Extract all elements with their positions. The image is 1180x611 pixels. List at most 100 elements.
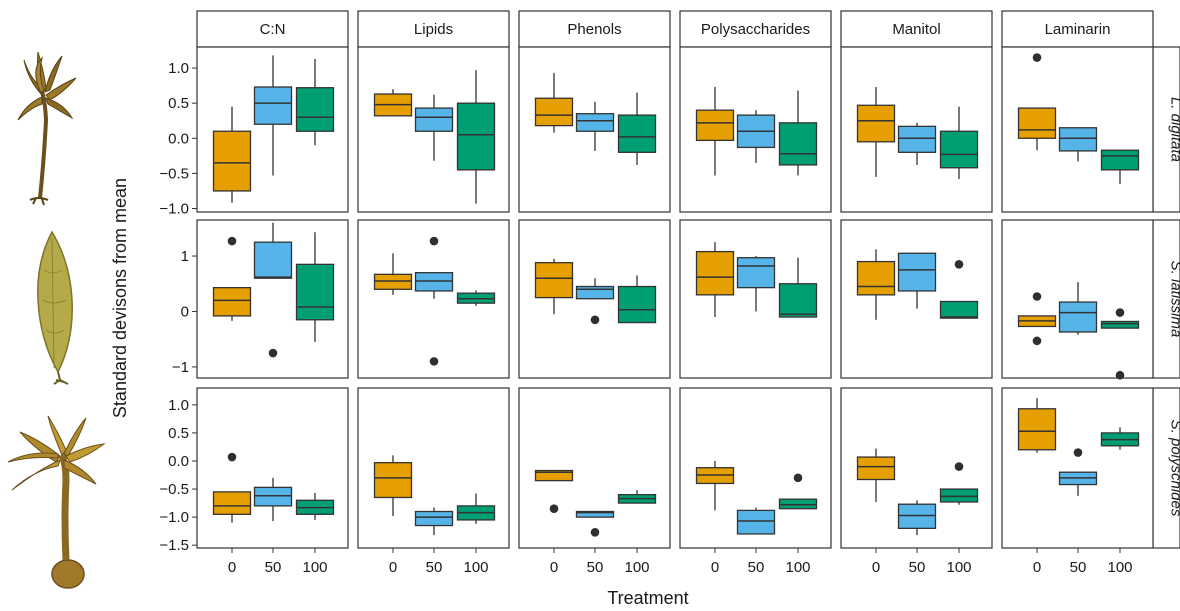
box-0	[373, 455, 413, 516]
box-50	[414, 507, 454, 536]
outlier-point	[429, 357, 439, 366]
y-tick-label: 0.0	[168, 453, 189, 470]
box-50	[897, 252, 937, 309]
panel-s-polyschides-lipids: 0 50 100	[357, 387, 510, 576]
box-0	[534, 469, 574, 514]
row-strip-label: S. latissima	[1168, 261, 1180, 338]
column-strip-label: Manitol	[892, 21, 940, 38]
box-0	[212, 236, 252, 321]
box-0	[856, 249, 896, 320]
y-tick-label: 1.0	[168, 397, 189, 414]
y-tick-label: −1	[172, 359, 189, 376]
box-0	[212, 106, 252, 203]
box-iqr	[212, 286, 252, 317]
box-iqr	[414, 272, 454, 292]
box-100	[1100, 149, 1140, 184]
box-50	[736, 110, 776, 163]
panel-s-latissima-c-n	[196, 219, 349, 379]
panel-s-polyschides-polysaccharides: 0 50 100	[679, 387, 832, 576]
box-iqr	[456, 102, 496, 171]
row-strip-label: S. polyschides	[1168, 420, 1180, 517]
outlier-point	[429, 236, 439, 246]
column-strip-label: C:N	[260, 21, 286, 38]
outlier-point	[1032, 53, 1042, 62]
panel-s-latissima-phenols	[518, 219, 671, 379]
box-100	[778, 257, 818, 318]
box-50	[253, 477, 293, 522]
box-iqr	[617, 114, 657, 153]
box-100	[939, 260, 979, 319]
row-strip-label: L. digitata	[1168, 97, 1180, 162]
box-50	[253, 55, 293, 176]
y-axis-title: Standard devisons from mean	[110, 178, 130, 418]
column-strip-c-n: C:N	[196, 10, 349, 48]
column-strip-box	[679, 10, 832, 48]
box-iqr	[939, 488, 979, 503]
outlier-point	[227, 452, 237, 462]
box-100	[295, 232, 335, 342]
column-strip-label: Lipids	[414, 21, 453, 38]
box-iqr	[1017, 408, 1057, 451]
outlier-point	[1032, 292, 1042, 301]
box-iqr	[575, 285, 615, 300]
box-100	[1100, 308, 1140, 380]
y-axis-l-digitata: −1.0 −0.5 0.0 0.5 1.0	[159, 60, 197, 217]
x-tick-label: 100	[785, 559, 810, 576]
box-iqr	[295, 263, 335, 321]
column-strip-box	[1001, 10, 1154, 48]
box-50	[575, 278, 615, 325]
column-strip-phenols: Phenols	[518, 10, 671, 48]
box-0	[1017, 398, 1057, 453]
x-tick-label: 100	[1107, 559, 1132, 576]
panel-l-digitata-laminarin	[1001, 46, 1154, 213]
x-tick-label: 0	[228, 559, 236, 576]
outlier-point	[954, 260, 964, 269]
y-tick-label: 0.0	[168, 130, 189, 147]
box-iqr	[373, 273, 413, 290]
box-50	[414, 94, 454, 161]
box-0	[695, 242, 735, 318]
box-iqr	[778, 122, 818, 166]
panel-s-polyschides-manitol: 0 50 100	[840, 387, 993, 576]
box-50	[897, 500, 937, 536]
box-0	[1017, 292, 1057, 346]
box-100	[617, 92, 657, 165]
box-iqr	[253, 486, 293, 507]
box-50	[253, 222, 293, 358]
box-100	[456, 70, 496, 204]
box-iqr	[897, 503, 937, 530]
box-iqr	[534, 262, 574, 299]
box-iqr	[414, 510, 454, 527]
l-digitata-kelp-illustration	[17, 51, 77, 206]
y-tick-label: 0.5	[168, 425, 189, 442]
box-0	[856, 87, 896, 177]
box-iqr	[939, 130, 979, 169]
panel-s-latissima-laminarin	[1001, 219, 1154, 380]
outlier-point	[1115, 370, 1125, 380]
box-iqr	[1100, 320, 1140, 329]
column-strip-box	[357, 10, 510, 48]
outlier-point	[954, 462, 964, 471]
outlier-point	[227, 236, 237, 246]
y-tick-label: 0	[181, 303, 189, 320]
box-0	[1017, 53, 1057, 151]
column-strip-lipids: Lipids	[357, 10, 510, 48]
box-iqr	[736, 509, 776, 535]
box-iqr	[939, 300, 979, 319]
box-iqr	[295, 87, 335, 132]
row-strip-s-latissima: S. latissima	[1152, 219, 1180, 379]
box-100	[456, 493, 496, 524]
y-tick-label: −1.5	[159, 537, 189, 554]
outlier-point	[1073, 448, 1083, 457]
box-iqr	[534, 469, 574, 482]
outlier-point	[590, 527, 600, 537]
y-tick-label: −1.0	[159, 200, 189, 217]
y-tick-label: −1.0	[159, 509, 189, 526]
box-100	[295, 492, 335, 520]
outlier-point	[549, 504, 559, 514]
box-iqr	[414, 107, 454, 132]
box-100	[617, 490, 657, 504]
x-tick-label: 50	[1070, 559, 1087, 576]
x-tick-label: 100	[946, 559, 971, 576]
